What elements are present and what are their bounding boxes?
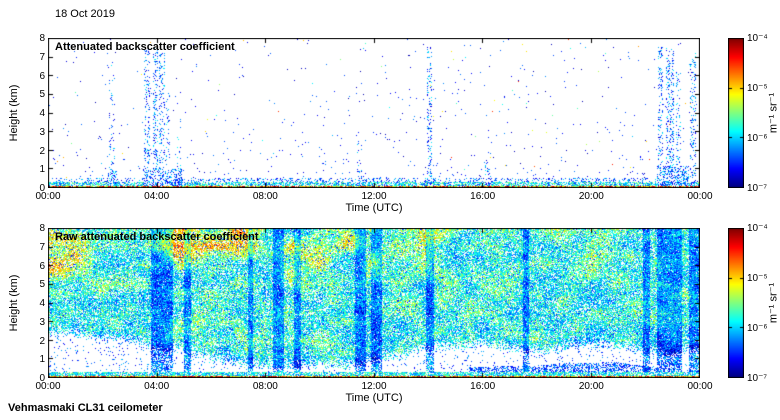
y-axis-label-top: Height (km) <box>8 84 20 142</box>
colorbar-tick-label: 10⁻⁵ <box>747 272 768 284</box>
x-tick-label: 00:00 <box>687 381 713 392</box>
colorbar-top <box>728 38 744 188</box>
y-tick-label: 3 <box>39 126 45 138</box>
colorbar-tick-label: 10⁻⁶ <box>747 323 768 334</box>
y-tick-label: 5 <box>39 89 45 101</box>
x-tick-label: 12:00 <box>361 191 387 202</box>
x-tick-label: 20:00 <box>578 381 604 392</box>
y-tick-label: 6 <box>39 70 45 82</box>
x-tick-label: 12:00 <box>361 381 387 392</box>
y-tick-label: 0 <box>39 373 45 384</box>
x-tick-label: 00:00 <box>35 191 61 202</box>
x-tick-label: 00:00 <box>35 381 61 392</box>
panel-title-attenuated: Attenuated backscatter coefficient <box>55 41 235 53</box>
x-tick-label: 00:00 <box>687 191 713 202</box>
colorbar-tick-label: 10⁻⁶ <box>747 133 768 144</box>
y-tick-label: 0 <box>39 183 45 194</box>
colorbar-bottom <box>728 228 744 378</box>
x-tick-label: 04:00 <box>144 381 170 392</box>
y-tick-label: 8 <box>39 33 45 44</box>
y-axis-label-bottom: Height (km) <box>8 274 20 332</box>
y-tick-label: 2 <box>39 145 45 157</box>
x-tick-label: 04:00 <box>144 191 170 202</box>
x-tick-label: 16:00 <box>470 191 496 202</box>
x-tick-label: 08:00 <box>252 381 278 392</box>
colorbar-tick-label: 10⁻⁴ <box>747 33 768 44</box>
colorbar-tick-label: 10⁻⁷ <box>747 183 768 194</box>
y-tick-label: 1 <box>39 354 45 366</box>
y-tick-label: 7 <box>39 51 45 63</box>
colorbar-unit-label-bottom: m⁻¹ sr⁻¹ <box>767 282 780 324</box>
y-tick-label: 7 <box>39 241 45 253</box>
y-tick-label: 8 <box>39 223 45 234</box>
y-tick-label: 1 <box>39 164 45 176</box>
y-tick-label: 6 <box>39 260 45 272</box>
date-label: 18 Oct 2019 <box>55 8 115 20</box>
colorbar-tick-label: 10⁻⁵ <box>747 82 768 94</box>
y-tick-label: 5 <box>39 279 45 291</box>
x-tick-label: 20:00 <box>578 191 604 202</box>
x-axis-label-top: Time (UTC) <box>345 202 403 214</box>
y-tick-label: 4 <box>39 108 45 119</box>
y-tick-label: 3 <box>39 316 45 328</box>
y-tick-label: 4 <box>39 298 45 309</box>
colorbar-unit-label-top: m⁻¹ sr⁻¹ <box>767 92 780 134</box>
colorbar-tick-label: 10⁻⁴ <box>747 223 768 234</box>
raw-attenuated-backscatter-heatmap <box>48 228 700 378</box>
instrument-label: Vehmasmaki CL31 ceilometer <box>8 402 163 414</box>
panel-title-raw: Raw attenuated backscatter coefficient <box>55 231 259 243</box>
x-tick-label: 16:00 <box>470 381 496 392</box>
attenuated-backscatter-heatmap <box>48 38 700 188</box>
colorbar-tick-label: 10⁻⁷ <box>747 373 768 384</box>
x-tick-label: 08:00 <box>252 191 278 202</box>
y-tick-label: 2 <box>39 335 45 347</box>
x-axis-label-bottom: Time (UTC) <box>345 392 403 404</box>
